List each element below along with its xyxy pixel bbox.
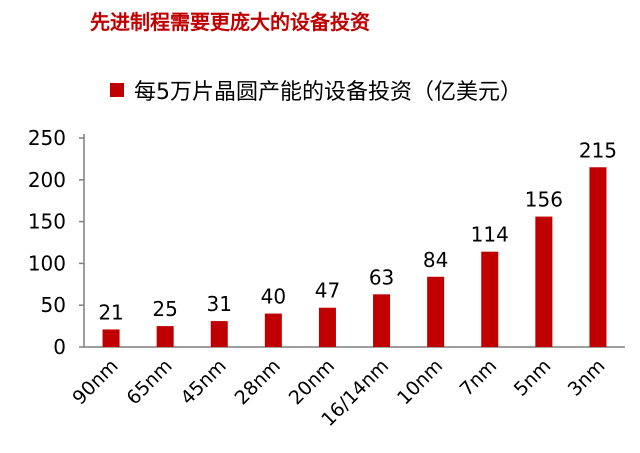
bar — [589, 167, 607, 347]
x-tick-label: 7nm — [456, 355, 502, 401]
x-tick-label: 5nm — [510, 355, 556, 401]
bar — [535, 216, 553, 347]
value-label: 47 — [315, 279, 340, 303]
y-tick-label: 150 — [28, 210, 66, 234]
bar — [427, 276, 445, 347]
bar — [481, 251, 499, 347]
bar — [373, 294, 391, 347]
legend-label: 每5万片晶圆产能的设备投资（亿美元） — [134, 80, 522, 105]
axes — [79, 134, 625, 348]
value-label: 114 — [471, 223, 509, 247]
value-label: 84 — [423, 248, 448, 272]
x-tick-label: 10nm — [393, 355, 447, 409]
x-tick-label: 45nm — [177, 355, 231, 409]
value-label: 63 — [369, 265, 394, 289]
value-label: 215 — [579, 138, 617, 162]
x-tick-label: 65nm — [122, 355, 176, 409]
x-tick-label: 90nm — [68, 355, 122, 409]
bar — [264, 313, 282, 347]
bars — [102, 167, 607, 347]
value-label: 40 — [261, 285, 286, 309]
y-tick-label: 50 — [41, 293, 66, 317]
legend-swatch — [110, 83, 124, 97]
y-tick-label: 0 — [53, 335, 66, 359]
y-tick-label: 250 — [28, 126, 66, 150]
bar — [318, 307, 336, 347]
value-labels: 21 25 31 40 47 63 84 114 156 215 — [98, 138, 617, 324]
bar — [102, 329, 120, 347]
value-label: 25 — [152, 297, 177, 321]
value-label: 156 — [525, 188, 563, 212]
value-label: 31 — [207, 292, 232, 316]
value-label: 21 — [98, 300, 123, 324]
bar — [210, 321, 228, 347]
y-tick-label: 200 — [28, 168, 66, 192]
y-tick-labels: 0 50 100 150 200 250 — [28, 126, 66, 359]
x-tick-label: 3nm — [564, 355, 610, 401]
bar — [156, 326, 174, 347]
chart-title: 先进制程需要更庞大的设备投资 — [90, 10, 370, 34]
x-tick-label: 28nm — [231, 355, 285, 409]
y-tick-label: 100 — [28, 251, 66, 275]
legend: 每5万片晶圆产能的设备投资（亿美元） — [110, 74, 522, 106]
